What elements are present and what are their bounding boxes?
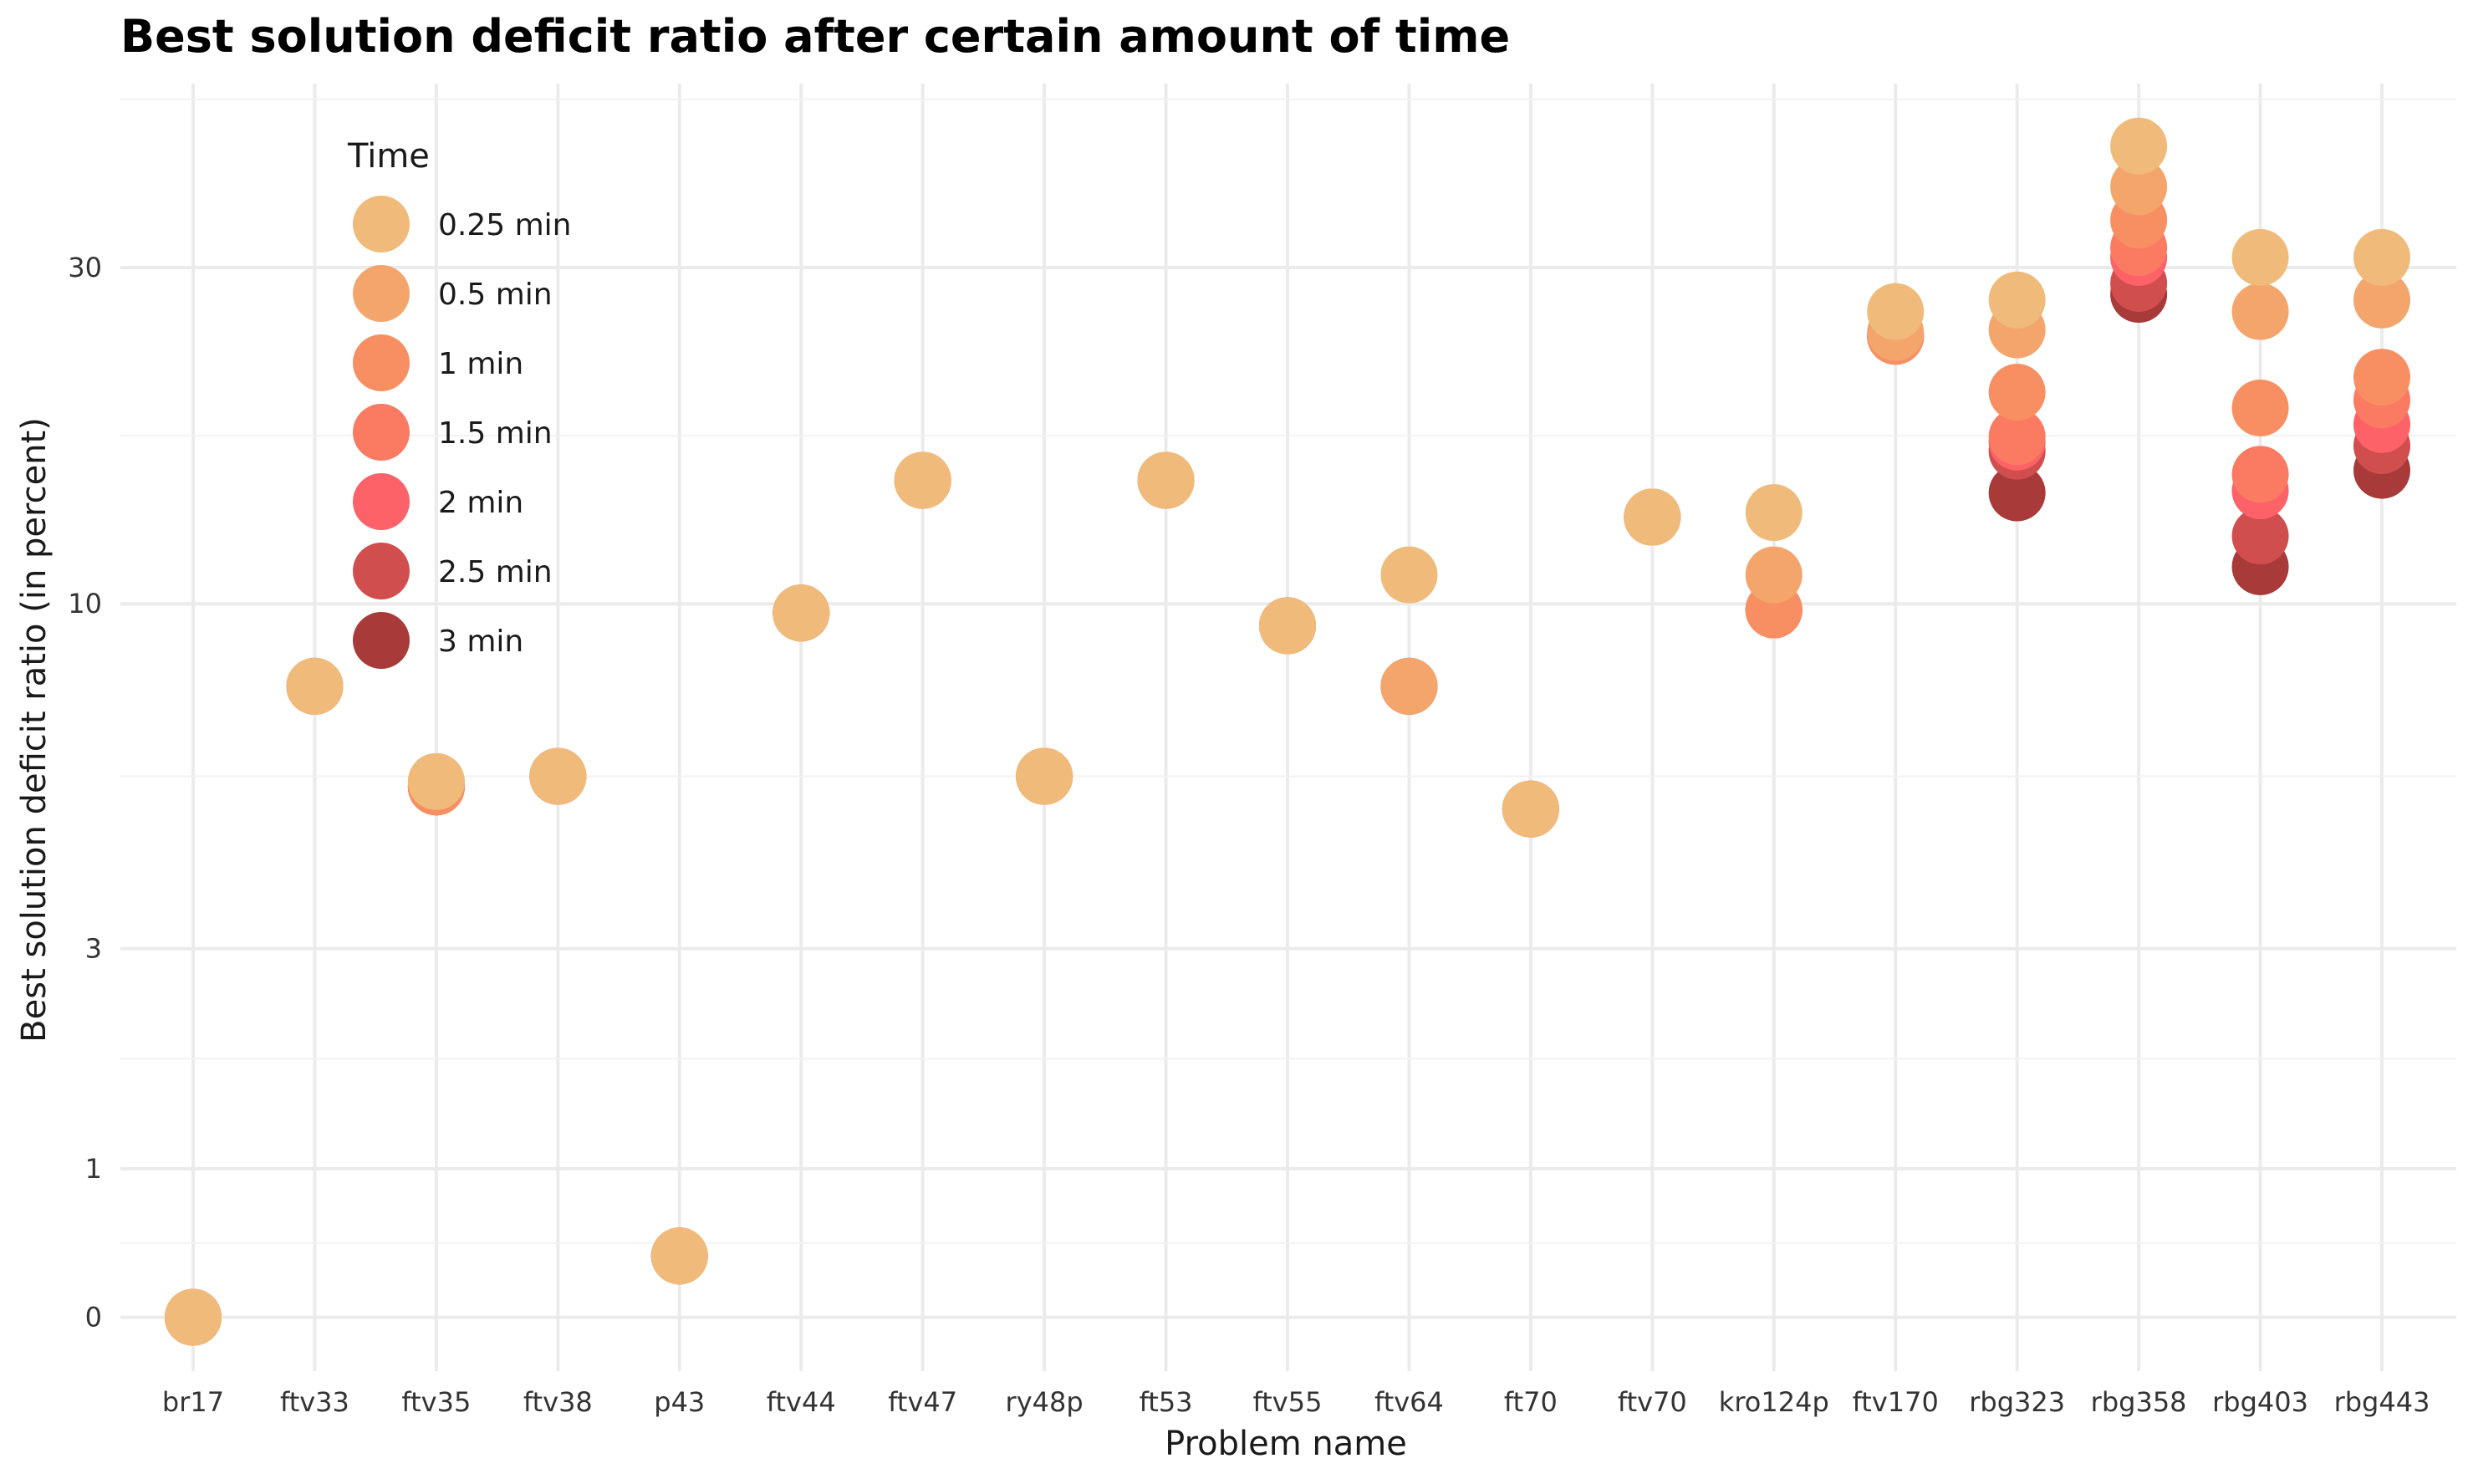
data-point xyxy=(1380,657,1438,715)
y-axis-ticks: 0 1 3 10 30 xyxy=(68,252,102,1334)
data-point xyxy=(1988,364,2046,421)
x-tick-label: ftv55 xyxy=(1253,1386,1323,1418)
x-tick-label: ftv64 xyxy=(1374,1386,1444,1418)
x-tick-label: rbg403 xyxy=(2212,1386,2308,1418)
data-point xyxy=(894,451,951,509)
legend-label: 0.5 min xyxy=(438,278,553,312)
x-tick-label: br17 xyxy=(162,1386,224,1418)
data-point xyxy=(2231,507,2289,565)
x-tick-label: ftv44 xyxy=(767,1386,836,1418)
legend-key xyxy=(353,404,410,461)
x-tick-label: rbg443 xyxy=(2334,1386,2430,1418)
grid xyxy=(120,84,2456,1371)
x-tick-label: ft53 xyxy=(1140,1386,1193,1418)
data-point xyxy=(1988,464,2046,522)
x-tick-label: rbg323 xyxy=(1969,1386,2065,1418)
x-tick-label: ftv35 xyxy=(401,1386,471,1418)
x-tick-label: kro124p xyxy=(1719,1386,1829,1418)
data-point xyxy=(2231,379,2289,436)
x-tick-label: ftv33 xyxy=(280,1386,349,1418)
y-tick-label: 0 xyxy=(85,1302,102,1334)
y-tick-label: 3 xyxy=(85,933,102,965)
x-tick-label: ftv47 xyxy=(888,1386,957,1418)
x-tick-label: ry48p xyxy=(1006,1386,1084,1418)
data-point xyxy=(1380,546,1438,604)
data-point xyxy=(1502,780,1559,838)
y-axis-title: Best solution deficit ratio (in percent) xyxy=(15,417,54,1043)
data-point xyxy=(650,1227,708,1285)
legend-key xyxy=(353,334,410,391)
data-point xyxy=(2353,228,2410,286)
data-point xyxy=(2231,446,2289,503)
data-point xyxy=(1137,451,1195,509)
data-point xyxy=(2110,158,2168,216)
x-tick-label: rbg358 xyxy=(2091,1386,2187,1418)
x-tick-label: p43 xyxy=(654,1386,705,1418)
data-point xyxy=(2231,283,2289,340)
data-point xyxy=(286,657,344,715)
data-point xyxy=(1988,271,2046,329)
y-tick-label: 10 xyxy=(68,588,102,620)
data-point xyxy=(773,584,830,642)
data-point xyxy=(2231,228,2289,286)
data-point xyxy=(1867,283,1925,340)
y-tick-label: 30 xyxy=(68,252,102,283)
x-tick-label: ftv38 xyxy=(523,1386,593,1418)
data-point xyxy=(1624,488,1681,546)
data-point xyxy=(2353,271,2410,329)
legend-key xyxy=(353,473,410,530)
legend-label: 2 min xyxy=(438,486,523,520)
legend-label: 1 min xyxy=(438,347,523,381)
chart-title: Best solution deficit ratio after certai… xyxy=(120,10,1510,63)
data-point xyxy=(1745,484,1803,542)
x-axis-ticks: br17 ftv33 ftv35 ftv38 p43 ftv44 ftv47 ry48p ft5… xyxy=(162,1386,2430,1418)
legend: Time 0.25 min 0.5 min 1 min 1.5 min 2 min 2.5… xyxy=(347,137,572,669)
legend-label: 1.5 min xyxy=(438,416,553,451)
data-point xyxy=(2353,349,2410,406)
data-point xyxy=(407,752,465,810)
data-point xyxy=(1745,546,1803,604)
legend-label: 2.5 min xyxy=(438,555,553,589)
data-point xyxy=(165,1288,222,1346)
legend-key xyxy=(353,612,410,669)
data-point xyxy=(529,747,587,805)
data-point xyxy=(2110,117,2168,175)
legend-label: 3 min xyxy=(438,625,523,659)
y-tick-label: 1 xyxy=(85,1153,102,1185)
x-tick-label: ftv170 xyxy=(1853,1386,1939,1418)
legend-label: 0.25 min xyxy=(438,208,572,242)
data-point xyxy=(1259,597,1316,655)
x-axis-title: Problem name xyxy=(1165,1425,1407,1463)
legend-title: Time xyxy=(347,137,430,176)
legend-key xyxy=(353,265,410,322)
data-point xyxy=(1016,747,1073,805)
data-point xyxy=(1988,408,2046,466)
legend-key xyxy=(353,543,410,599)
x-tick-label: ft70 xyxy=(1504,1386,1558,1418)
data-points xyxy=(165,117,2410,1346)
legend-key xyxy=(353,196,410,252)
x-tick-label: ftv70 xyxy=(1618,1386,1687,1418)
